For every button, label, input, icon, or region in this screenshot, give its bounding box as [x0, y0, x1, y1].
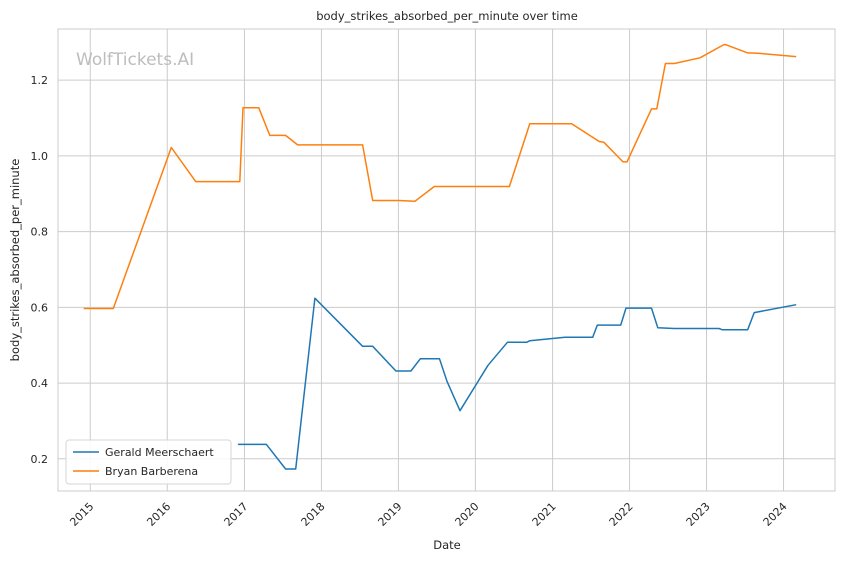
legend-box — [65, 439, 232, 485]
plot-frame — [57, 28, 836, 492]
x-tick-label: 2020 — [453, 500, 482, 529]
y-tick-label: 1.2 — [31, 74, 49, 87]
x-tick-label: 2015 — [67, 500, 96, 529]
x-tick-label: 2024 — [761, 500, 790, 529]
x-tick-label: 2022 — [607, 500, 636, 529]
x-tick-label: 2023 — [684, 500, 713, 529]
y-tick-label: 0.8 — [31, 226, 49, 239]
legend-label-series-0: Gerald Meerschaert — [105, 446, 214, 459]
x-tick-label: 2017 — [222, 500, 251, 529]
y-tick-label: 0.6 — [31, 301, 49, 314]
chart-title: body_strikes_absorbed_per_minute over ti… — [316, 9, 578, 23]
series-group — [83, 43, 797, 470]
grid — [58, 29, 835, 491]
x-tick-label: 2019 — [376, 500, 405, 529]
x-tick-label: 2016 — [144, 500, 173, 529]
y-axis-title: body_strikes_absorbed_per_minute — [8, 159, 22, 362]
watermark: WolfTickets.AI — [76, 50, 194, 70]
x-tick-label: 2021 — [530, 500, 559, 529]
y-tick-label: 1.0 — [31, 150, 49, 163]
x-axis-title: Date — [433, 538, 461, 552]
y-tick-label: 0.4 — [31, 377, 49, 390]
series-line-1 — [83, 43, 797, 310]
y-tick-label: 0.2 — [31, 453, 49, 466]
legend: Gerald Meerschaert Bryan Barberena — [65, 439, 232, 485]
x-tick-label: 2018 — [299, 500, 328, 529]
series-line-0 — [237, 297, 797, 470]
legend-label-series-1: Bryan Barberena — [105, 465, 198, 478]
